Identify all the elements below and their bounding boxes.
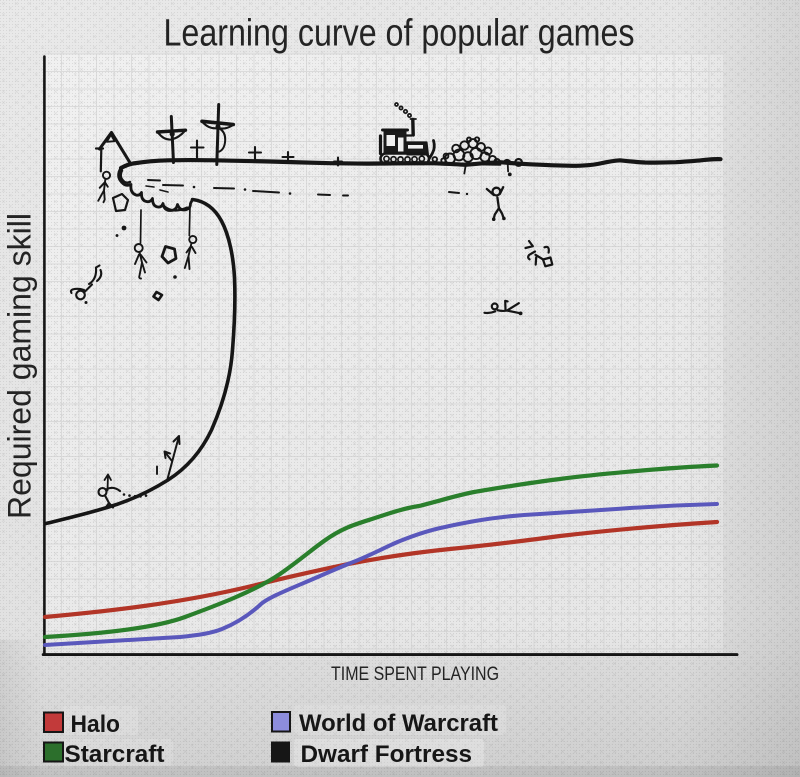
svg-text:World of Warcraft: World of Warcraft bbox=[299, 710, 498, 737]
svg-text:TIME SPENT PLAYING: TIME SPENT PLAYING bbox=[331, 663, 499, 685]
svg-text:Starcraft: Starcraft bbox=[65, 741, 165, 768]
svg-text:Learning curve of popular game: Learning curve of popular games bbox=[164, 13, 635, 55]
svg-text:Dwarf Fortress: Dwarf Fortress bbox=[301, 741, 473, 768]
svg-text:Halo: Halo bbox=[71, 711, 121, 738]
svg-text:Required gaming skill: Required gaming skill bbox=[2, 213, 38, 519]
